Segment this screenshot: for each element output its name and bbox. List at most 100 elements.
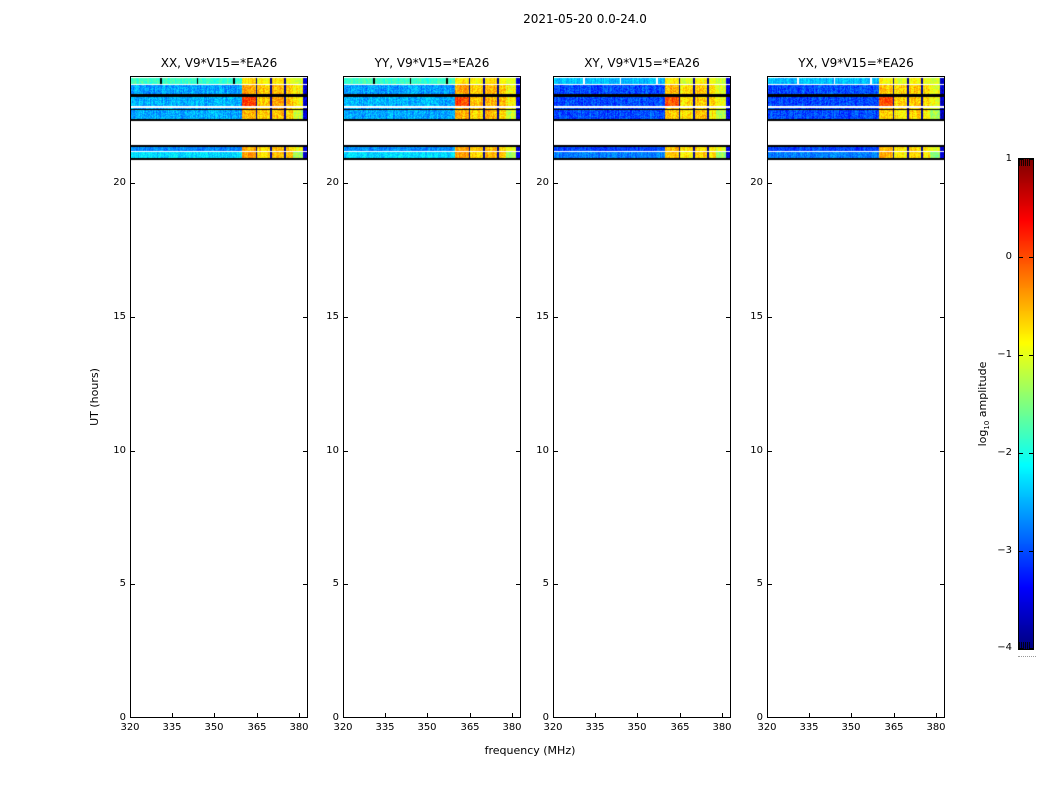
colorbar-tick-mark xyxy=(1029,159,1033,160)
x-tick-label: 350 xyxy=(204,722,224,733)
spectrogram-panel-yy xyxy=(343,76,521,718)
x-tick-label: 365 xyxy=(460,722,480,733)
x-tick-label: 380 xyxy=(926,722,946,733)
x-tick-label: 335 xyxy=(375,722,395,733)
colorbar-tick-label: −2 xyxy=(997,447,1012,458)
y-tick-label: 5 xyxy=(756,578,763,589)
y-tick-label: 10 xyxy=(113,445,126,456)
x-tick-label: 365 xyxy=(884,722,904,733)
colorbar-tick-mark xyxy=(1019,551,1023,552)
y-tick-mark xyxy=(516,717,520,718)
y-tick-mark xyxy=(940,584,944,585)
x-tick-mark xyxy=(427,713,428,717)
y-tick-label: 20 xyxy=(536,177,549,188)
spectrogram-canvas-xx xyxy=(130,76,308,718)
y-tick-label: 10 xyxy=(326,445,339,456)
colorbar-tick-mark xyxy=(1029,648,1033,649)
x-tick-mark xyxy=(809,713,810,717)
y-tick-mark xyxy=(303,451,307,452)
x-tick-label: 350 xyxy=(627,722,647,733)
y-tick-mark xyxy=(344,183,348,184)
y-tick-mark xyxy=(516,183,520,184)
x-tick-mark xyxy=(851,713,852,717)
y-tick-mark xyxy=(940,451,944,452)
x-tick-mark xyxy=(637,713,638,717)
spectrogram-panel-xx xyxy=(130,76,308,718)
y-tick-mark xyxy=(726,584,730,585)
x-axis-label: frequency (MHz) xyxy=(484,744,576,757)
spectrogram-canvas-xy xyxy=(553,76,731,718)
spectrogram-canvas-yx xyxy=(767,76,945,718)
y-tick-mark xyxy=(940,717,944,718)
colorbar-tick-mark xyxy=(1019,355,1023,356)
y-tick-label: 0 xyxy=(542,712,549,723)
y-tick-mark xyxy=(131,584,135,585)
colorbar-tick-mark xyxy=(1029,257,1033,258)
y-tick-mark xyxy=(554,717,558,718)
y-tick-mark xyxy=(768,717,772,718)
x-tick-label: 335 xyxy=(585,722,605,733)
x-tick-label: 350 xyxy=(841,722,861,733)
y-tick-label: 0 xyxy=(756,712,763,723)
y-tick-mark xyxy=(131,317,135,318)
y-tick-mark xyxy=(303,317,307,318)
y-tick-mark xyxy=(940,317,944,318)
colorbar-tick-mark xyxy=(1029,453,1033,454)
y-tick-label: 0 xyxy=(332,712,339,723)
y-tick-label: 15 xyxy=(113,311,126,322)
x-tick-mark xyxy=(214,713,215,717)
x-tick-label: 380 xyxy=(712,722,732,733)
x-tick-label: 365 xyxy=(247,722,267,733)
y-tick-label: 15 xyxy=(750,311,763,322)
x-tick-mark xyxy=(722,713,723,717)
x-tick-mark xyxy=(894,713,895,717)
y-tick-mark xyxy=(516,451,520,452)
colorbar-tick-mark xyxy=(1019,257,1023,258)
y-tick-mark xyxy=(516,584,520,585)
panel-title-xx: XX, V9*V15=*EA26 xyxy=(160,56,278,70)
x-tick-mark xyxy=(767,713,768,717)
x-tick-mark xyxy=(936,713,937,717)
x-tick-label: 335 xyxy=(799,722,819,733)
colorbar-tick-label: 0 xyxy=(1005,251,1012,262)
x-tick-label: 320 xyxy=(757,722,777,733)
spectrogram-panel-xy xyxy=(553,76,731,718)
x-tick-label: 380 xyxy=(289,722,309,733)
y-tick-mark xyxy=(344,584,348,585)
y-tick-mark xyxy=(554,317,558,318)
x-tick-label: 335 xyxy=(162,722,182,733)
y-tick-mark xyxy=(726,451,730,452)
x-tick-mark xyxy=(680,713,681,717)
y-tick-mark xyxy=(726,183,730,184)
x-tick-mark xyxy=(512,713,513,717)
x-tick-label: 350 xyxy=(417,722,437,733)
colorbar-end-hatch xyxy=(1019,642,1031,649)
y-tick-label: 5 xyxy=(119,578,126,589)
x-tick-mark xyxy=(130,713,131,717)
colorbar-tick-mark xyxy=(1029,551,1033,552)
y-tick-mark xyxy=(344,717,348,718)
x-tick-mark xyxy=(595,713,596,717)
y-tick-mark xyxy=(131,183,135,184)
spectrogram-canvas-yy xyxy=(343,76,521,718)
y-tick-mark xyxy=(726,317,730,318)
colorbar-label-suffix: amplitude xyxy=(976,361,989,421)
y-tick-mark xyxy=(768,451,772,452)
colorbar-gradient xyxy=(1019,159,1033,649)
colorbar-underline-dots xyxy=(1018,656,1036,657)
y-tick-mark xyxy=(768,183,772,184)
x-tick-mark xyxy=(299,713,300,717)
colorbar xyxy=(1018,158,1034,650)
x-tick-mark xyxy=(172,713,173,717)
y-tick-label: 5 xyxy=(542,578,549,589)
spectrogram-panel-yx xyxy=(767,76,945,718)
x-tick-mark xyxy=(343,713,344,717)
y-tick-label: 15 xyxy=(536,311,549,322)
x-tick-label: 320 xyxy=(120,722,140,733)
colorbar-tick-mark xyxy=(1019,453,1023,454)
y-tick-mark xyxy=(768,317,772,318)
y-tick-mark xyxy=(131,451,135,452)
y-tick-label: 20 xyxy=(113,177,126,188)
colorbar-end-hatch xyxy=(1019,159,1031,166)
